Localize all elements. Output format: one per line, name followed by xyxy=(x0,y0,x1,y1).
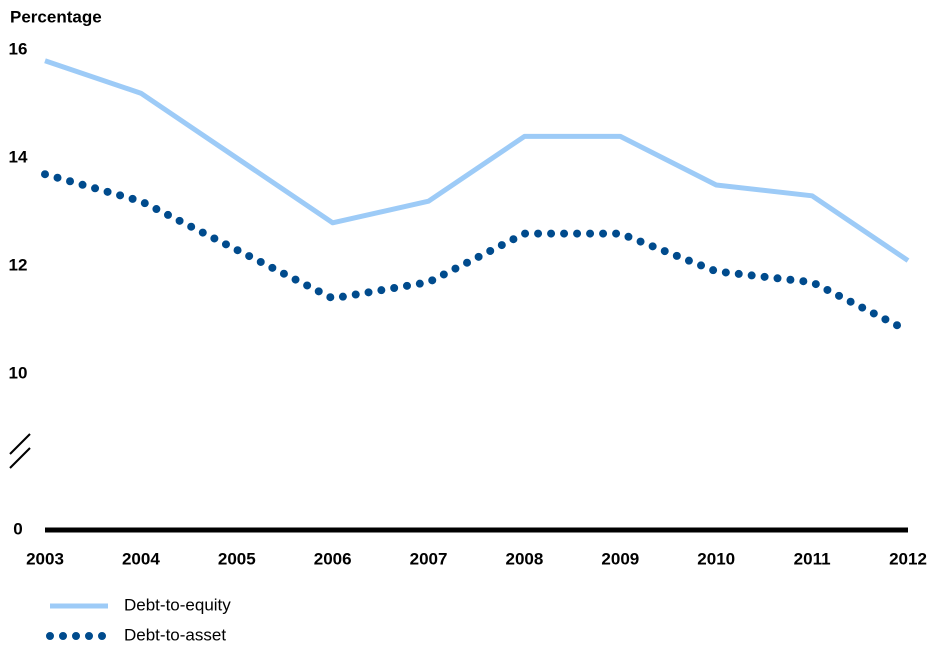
x-tick-label: 2009 xyxy=(601,549,639,568)
x-tick-label: 2004 xyxy=(122,549,160,568)
x-tick-label: 2008 xyxy=(506,549,544,568)
legend-label: Debt-to-asset xyxy=(124,625,226,644)
y-tick-label: 0 xyxy=(13,519,22,538)
y-tick-label: 14 xyxy=(9,147,28,166)
y-tick-label: 10 xyxy=(9,363,28,382)
x-tick-label: 2003 xyxy=(26,549,64,568)
y-axis-label: Percentage xyxy=(10,7,102,26)
line xyxy=(44,58,910,263)
y-tick-label: 16 xyxy=(9,39,28,58)
x-tick-label: 2011 xyxy=(794,549,831,568)
axis-break xyxy=(9,433,31,469)
x-tick-label: 2007 xyxy=(410,549,448,568)
y-tick-label: 12 xyxy=(9,255,28,274)
line xyxy=(41,170,912,335)
legend-label: Debt-to-equity xyxy=(124,595,231,614)
x-tick-label: 2005 xyxy=(218,549,256,568)
x-tick-label: 2006 xyxy=(314,549,352,568)
x-tick-label: 2012 xyxy=(889,549,927,568)
x-tick-label: 2010 xyxy=(697,549,735,568)
